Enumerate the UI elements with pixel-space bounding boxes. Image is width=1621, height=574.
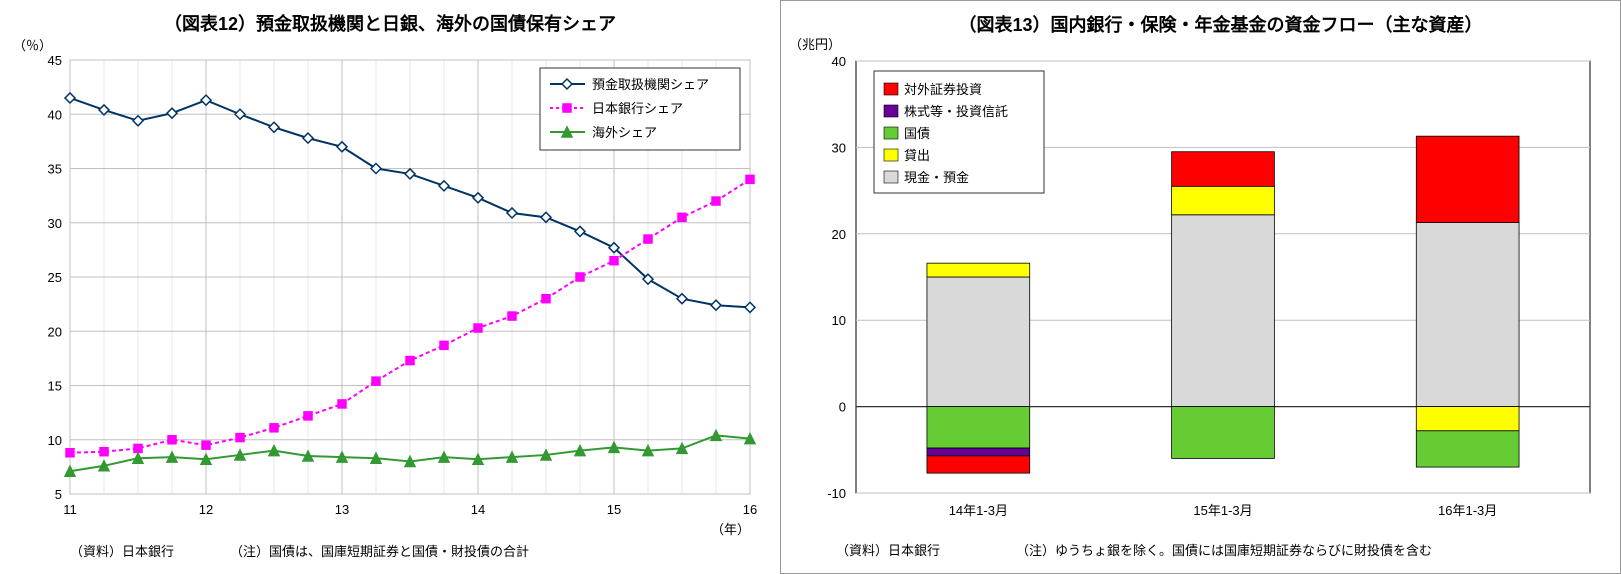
bar-segment-loans <box>1416 407 1519 431</box>
y-tick-label: 35 <box>48 162 62 177</box>
legend-label: 海外シェア <box>592 125 657 140</box>
x-tick-label: 11 <box>63 502 77 517</box>
footnote-note: （注）ゆうちょ銀を除く。国債には国庫短期証券ならびに財投債を含む <box>1016 543 1432 558</box>
bar-segment-jgb <box>1416 431 1519 467</box>
y-tick-label: 25 <box>48 270 62 285</box>
x-tick-label: 15年1-3月 <box>1193 503 1252 518</box>
bar-segment-loans <box>927 263 1030 277</box>
chart-title: （図表13）国内銀行・保険・年金基金の資金フロー（主な資産） <box>958 14 1482 35</box>
bar-segment-cash <box>927 277 1030 407</box>
x-tick-label: 14年1-3月 <box>949 503 1008 518</box>
y-tick-label: 40 <box>832 54 846 69</box>
bar-segment-foreign <box>1416 136 1519 222</box>
y-axis-label: （％） <box>13 38 52 53</box>
x-tick-label: 12 <box>199 502 213 517</box>
bar-segment-foreign <box>927 456 1030 473</box>
bar-segment-foreign <box>1172 152 1275 187</box>
y-tick-label: 10 <box>48 433 62 448</box>
bar-segment-cash <box>1172 215 1275 407</box>
footnote-note: （注）国債は、国庫短期証券と国債・財投債の合計 <box>230 544 529 559</box>
y-tick-label: 5 <box>55 487 62 502</box>
y-axis-label: （兆円） <box>789 37 841 52</box>
footnote-source: （資料）日本銀行 <box>70 544 174 559</box>
y-tick-label: -10 <box>827 486 846 501</box>
y-tick-label: 20 <box>48 324 62 339</box>
bar-segment-loans <box>1172 186 1275 215</box>
x-tick-label: 13 <box>335 502 349 517</box>
stacked-bar-chart: （図表13）国内銀行・保険・年金基金の資金フロー（主な資産） （兆円） -10 0 10… <box>781 1 1620 573</box>
legend-label: 国債 <box>904 126 930 141</box>
y-tick-label: 0 <box>839 400 846 415</box>
legend-label: 貸出 <box>904 148 930 163</box>
x-axis-label: （年） <box>711 522 750 537</box>
x-tick-label: 16年1-3月 <box>1438 503 1497 518</box>
legend-label: 預金取扱機関シェア <box>592 77 709 92</box>
x-tick-label: 15 <box>607 502 621 517</box>
legend-label: 対外証券投資 <box>904 82 982 97</box>
bar-segment-cash <box>1416 223 1519 407</box>
chart-right-panel: （図表13）国内銀行・保険・年金基金の資金フロー（主な資産） （兆円） -10 0 10… <box>780 0 1621 574</box>
legend-label: 日本銀行シェア <box>592 101 683 116</box>
y-tick-label: 45 <box>48 53 62 68</box>
legend-label: 株式等・投資信託 <box>904 104 1008 119</box>
legend-label: 現金・預金 <box>904 170 969 185</box>
y-tick-label: 30 <box>832 140 846 155</box>
bar-segment-jgb <box>927 407 1030 448</box>
y-tick-label: 40 <box>48 107 62 122</box>
y-tick-label: 20 <box>832 227 846 242</box>
y-tick-label: 15 <box>48 379 62 394</box>
line-chart: （図表12）預金取扱機関と日銀、海外の国債保有シェア （％） 5 10 15 20 25 30… <box>0 0 780 574</box>
chart-title: （図表12）預金取扱機関と日銀、海外の国債保有シェア <box>164 13 616 34</box>
bar-segment-jgb <box>1172 407 1275 459</box>
chart-left-panel: （図表12）預金取扱機関と日銀、海外の国債保有シェア （％） 5 10 15 20 25 30… <box>0 0 780 574</box>
x-tick-label: 16 <box>743 502 757 517</box>
bar-segment-stocks <box>927 448 1030 456</box>
footnote-source: （資料）日本銀行 <box>836 543 940 558</box>
x-tick-label: 14 <box>471 502 485 517</box>
y-tick-label: 30 <box>48 216 62 231</box>
y-tick-label: 10 <box>832 313 846 328</box>
